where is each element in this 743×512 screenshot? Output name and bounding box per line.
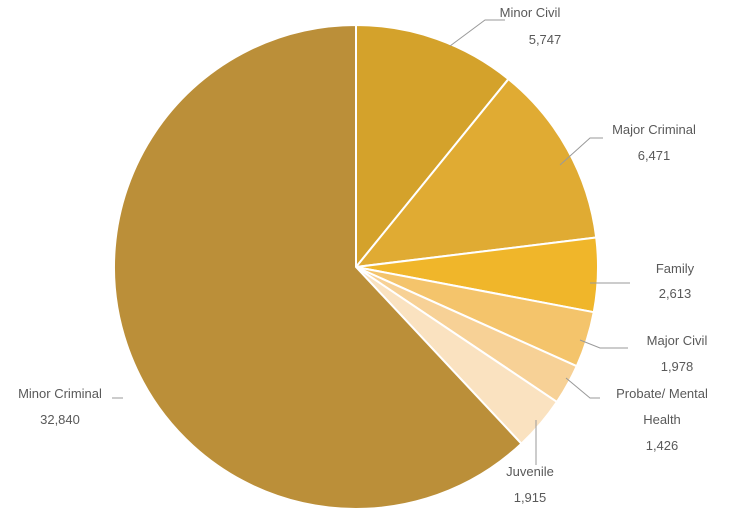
- data-label-value: 32,840: [40, 412, 80, 427]
- pie-slice-major-criminal: [355, 78, 598, 268]
- leader-line: [449, 19, 505, 47]
- data-label-minor-civil: Minor Civil 5,747: [500, 5, 562, 47]
- data-label-name: Probate/ Mental: [616, 386, 708, 401]
- data-label-minor-criminal: Minor Criminal 32,840: [18, 386, 102, 427]
- data-label-juvenile: Juvenile 1,915: [506, 464, 554, 505]
- data-label-probate-mental-health: Probate/ Mental Health 1,426: [616, 386, 708, 453]
- data-label-name: Health: [643, 412, 681, 427]
- data-label-value: 6,471: [638, 148, 671, 163]
- pie-slice-minor-criminal: [113, 24, 523, 510]
- data-label-major-criminal: Major Criminal 6,471: [612, 122, 696, 163]
- leader-lines: [112, 19, 630, 465]
- data-label-name: Minor Criminal: [18, 386, 102, 401]
- data-label-name: Minor Civil: [500, 5, 561, 20]
- data-label-name: Family: [656, 261, 695, 276]
- pie-slices: [113, 24, 599, 510]
- data-label-name: Juvenile: [506, 464, 554, 479]
- leader-line: [579, 339, 628, 349]
- data-label-value: 1,426: [646, 438, 679, 453]
- data-label-value: 5,747: [529, 32, 562, 47]
- leader-line: [559, 137, 603, 166]
- leader-line: [565, 377, 600, 399]
- data-label-name: Major Criminal: [612, 122, 696, 137]
- data-label-name: Major Civil: [647, 333, 708, 348]
- pie-slice-minor-civil: [355, 24, 510, 268]
- data-label-major-civil: Major Civil 1,978: [647, 333, 708, 374]
- data-label-value: 1,915: [514, 490, 547, 505]
- data-labels: Minor Civil 5,747 Major Criminal 6,471 Famil…: [18, 5, 708, 505]
- data-label-value: 2,613: [659, 286, 692, 301]
- data-label-value: 1,978: [661, 359, 694, 374]
- data-label-family: Family 2,613: [656, 261, 695, 301]
